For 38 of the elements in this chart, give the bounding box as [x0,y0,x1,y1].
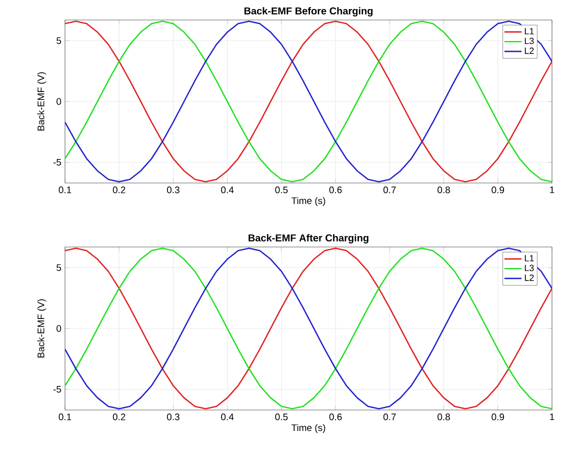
legend-label: L2 [524,274,534,281]
x-tick-label: 0.6 [329,186,342,194]
x-tick-label: 0.7 [383,414,396,420]
y-tick-label: 5 [56,264,62,271]
y-axis-title: Back-EMF (V) [37,72,46,131]
legend-label: L2 [524,48,534,54]
x-tick-label: 0.2 [112,414,126,420]
x-tick-label: 0.9 [492,414,504,420]
x-tick-label: 0.6 [329,414,342,420]
legend-label: L1 [524,28,534,34]
x-tick-label: 0.4 [221,186,234,194]
x-tick-label: 0.2 [112,186,126,194]
x-tick-label: 0.1 [58,186,72,194]
x-axis-title: Time (s) [291,197,326,206]
legend-label: L3 [524,38,534,44]
x-tick-label: 0.5 [275,186,288,194]
y-tick-label: 5 [56,37,62,44]
y-tick-label: -5 [53,158,62,166]
x-tick-label: 1 [550,186,554,194]
x-axis-title: Time (s) [291,424,326,433]
y-tick-label: 0 [56,325,62,332]
chart-title: Back-EMF Before Charging [244,7,373,16]
y-tick-label: -5 [53,386,62,393]
y-axis-title: Back-EMF (V) [37,299,46,358]
x-tick-label: 0.1 [58,414,72,420]
x-tick-label: 1 [550,414,554,420]
y-tick-label: 0 [56,98,62,105]
x-tick-label: 0.4 [221,414,234,420]
x-tick-label: 0.7 [383,186,396,194]
legend-label: L3 [524,264,534,272]
x-tick-label: 0.8 [438,186,450,194]
chart-title: Back-EMF After Charging [248,234,368,244]
x-tick-label: 0.9 [492,186,504,194]
x-tick-label: 0.5 [275,414,288,420]
x-tick-label: 0.3 [166,414,180,420]
x-tick-label: 0.8 [438,414,450,420]
x-tick-label: 0.3 [166,186,180,194]
legend-label: L1 [524,255,534,262]
